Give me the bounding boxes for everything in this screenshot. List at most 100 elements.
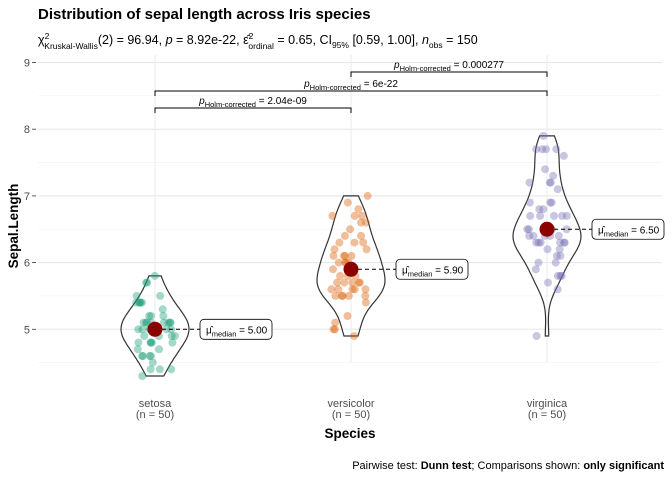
data-point [132, 291, 141, 300]
data-point [546, 198, 555, 207]
data-point [549, 171, 558, 180]
data-point [523, 225, 532, 234]
comparison-label: pHolm-corrected = 6e-22 [303, 79, 398, 92]
y-axis-ticks: 5 6 7 8 9 [24, 58, 36, 336]
data-point [145, 312, 154, 320]
violin-virginica [512, 135, 582, 337]
data-point [146, 352, 155, 360]
chart-title: Distribution of sepal length across Iris… [38, 6, 371, 23]
data-point [166, 318, 174, 327]
median-label-box [395, 258, 469, 280]
data-point [355, 278, 364, 287]
data-point [554, 231, 563, 240]
data-point [338, 291, 347, 300]
data-point [148, 358, 157, 367]
data-point [145, 352, 154, 360]
data-point [556, 251, 565, 260]
data-point [142, 278, 151, 287]
y-axis-title: Sepal.Length [6, 184, 21, 269]
data-point [328, 211, 337, 220]
data-point [143, 318, 151, 327]
data-point [147, 312, 155, 320]
data-point [544, 278, 552, 287]
data-point [340, 278, 349, 287]
data-point [357, 231, 365, 240]
data-point [162, 325, 171, 334]
data-point [330, 245, 339, 254]
violin-versicolor [316, 195, 386, 337]
x-tick-label: setosa [139, 398, 172, 410]
data-point [136, 298, 145, 307]
median-marker [343, 261, 359, 277]
median-label: μ̂median = 6.50 [598, 224, 660, 238]
data-point [361, 291, 370, 300]
data-point [146, 338, 155, 347]
data-point [350, 238, 359, 247]
data-point [358, 211, 367, 220]
data-point [525, 178, 534, 187]
data-point [362, 245, 371, 254]
data-point [550, 211, 558, 220]
x-tick-n-label: (n = 50) [528, 409, 566, 421]
data-point [557, 271, 566, 280]
data-point [350, 332, 359, 340]
data-point [562, 211, 571, 220]
data-point [133, 345, 142, 354]
data-point [350, 211, 359, 220]
violin-setosa [120, 275, 190, 377]
x-tick-label: virginica [527, 398, 568, 410]
data-point [139, 318, 148, 327]
data-point [348, 278, 357, 287]
data-point [155, 345, 164, 354]
data-point [327, 285, 336, 294]
x-tick-label: versicolor [327, 398, 374, 410]
x-axis-title: Species [324, 426, 375, 441]
data-point [555, 245, 564, 254]
data-point [164, 318, 173, 327]
data-point [143, 278, 152, 287]
data-point [159, 318, 168, 327]
y-tick-label: 6 [24, 258, 30, 270]
data-point [134, 325, 143, 334]
median-label: μ̂median = 5.90 [402, 264, 464, 278]
data-point [344, 291, 353, 300]
violins [120, 135, 582, 377]
data-point [146, 365, 155, 374]
data-point [135, 298, 144, 307]
data-point [331, 318, 340, 327]
data-point [150, 271, 159, 280]
data-point [167, 365, 176, 374]
data-point [134, 338, 143, 347]
median-label-box [591, 218, 665, 240]
data-point [348, 285, 357, 294]
chart-subtitle: χ2 Kruskal-Wallis(2) = 96.94, p = 8.92e-2… [38, 31, 478, 51]
median-label: μ̂median = 5.00 [206, 324, 268, 338]
data-point [132, 298, 141, 307]
data-point [350, 285, 359, 294]
data-point [354, 205, 363, 214]
data-point [334, 285, 343, 294]
data-point [556, 271, 565, 280]
data-point [357, 218, 365, 227]
data-point [543, 245, 552, 254]
data-point [361, 285, 370, 294]
data-point [138, 352, 147, 360]
data-point [532, 238, 541, 247]
data-point [532, 332, 541, 340]
data-point [343, 198, 352, 207]
data-point [335, 238, 344, 247]
data-point [553, 271, 562, 280]
data-point [334, 258, 343, 267]
y-tick-label: 9 [24, 58, 30, 70]
data-point [524, 225, 533, 234]
data-point [167, 332, 176, 340]
data-point [340, 231, 349, 240]
data-point [329, 325, 338, 334]
data-point [546, 178, 555, 187]
data-point [158, 305, 167, 314]
data-point [331, 291, 340, 300]
data-point [538, 145, 547, 154]
data-point [168, 338, 177, 347]
data-point [535, 205, 544, 214]
data-point [562, 225, 571, 234]
